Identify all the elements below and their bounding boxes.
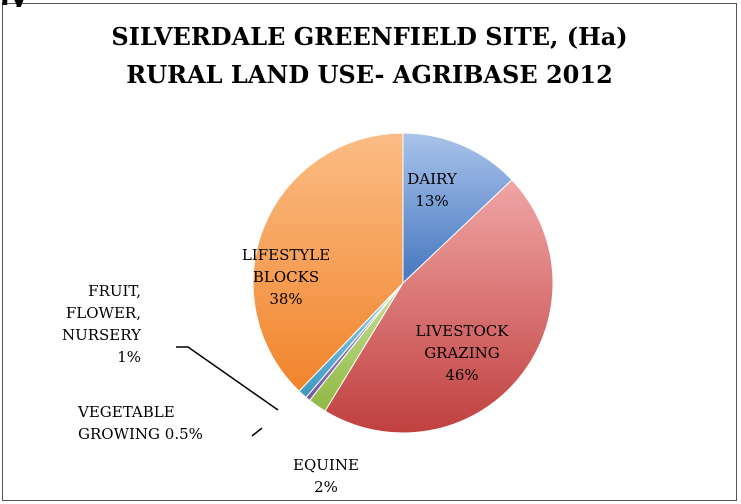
data-label-dairy: DAIRY 13% [407,170,458,210]
data-label-vegetable-growing: VEGETABLE GROWING 0.5% [77,403,203,443]
chart-title: SILVERDALE GREENFIELD SITE, (Ha) RURAL L… [3,18,736,94]
leader-line-fruit-flower-nursery [176,346,279,411]
leader-line-vegetable-growing [251,427,263,437]
chart-title-line-1: SILVERDALE GREENFIELD SITE, (Ha) [111,22,628,51]
pie-slice-dairy [402,132,513,285]
data-label-lifestyle-blocks: LIFESTYLE BLOCKS 38% [242,246,330,308]
header-fragment: ly [0,0,40,7]
pie-slice-livestock-grazing [324,179,554,434]
data-label-equine: EQUINE 2% [293,456,359,496]
chart-title-line-2: RURAL LAND USE- AGRIBASE 2012 [126,60,613,89]
data-label-fruit-flower-nursery: FRUIT, FLOWER, NURSERY 1% [62,282,142,366]
pie-slice-lifestyle-blocks [252,132,404,392]
data-label-livestock-grazing: LIVESTOCK GRAZING 46% [416,322,510,384]
